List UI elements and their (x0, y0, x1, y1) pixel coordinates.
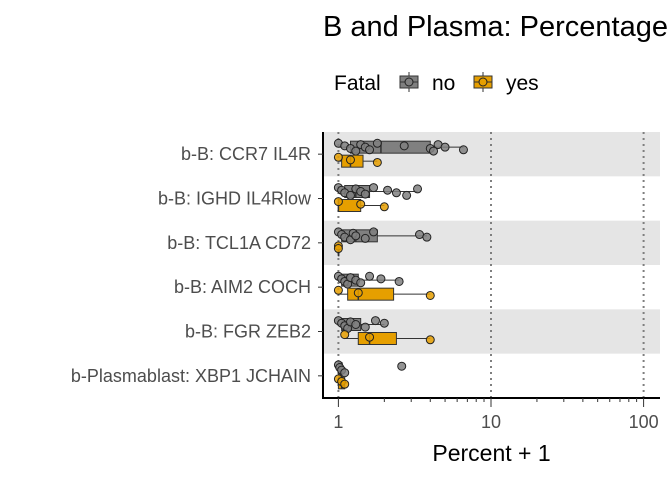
point-no (365, 145, 375, 155)
point-no (370, 316, 380, 326)
legend-label-yes: yes (506, 72, 539, 95)
point-no (458, 145, 468, 155)
point-no (402, 190, 412, 200)
point-yes (379, 202, 389, 212)
point-no (351, 231, 361, 241)
category-label: b-B: AIM2 COCH (174, 277, 311, 297)
point-no (372, 138, 382, 148)
point-yes (353, 288, 363, 298)
point-no (365, 271, 375, 281)
legend-label-no: no (432, 72, 455, 95)
point-no (369, 227, 379, 237)
x-tick-label: 100 (629, 412, 659, 432)
point-no (376, 274, 386, 284)
point-no (369, 183, 379, 193)
point-no (360, 189, 370, 199)
point-no (440, 142, 450, 152)
point-no (379, 318, 389, 328)
point-yes (340, 330, 350, 340)
category-label: b-B: CCR7 IL4R (181, 144, 311, 164)
point-no (413, 184, 423, 194)
category-label: b-B: FGR ZEB2 (185, 322, 311, 342)
point-no (429, 146, 439, 156)
point-no (391, 188, 401, 198)
category-label: b-B: TCL1A CD72 (167, 233, 311, 253)
point-no (351, 320, 361, 329)
point-yes (333, 285, 343, 295)
point-no (394, 276, 404, 286)
point-yes (333, 152, 343, 162)
point-no (360, 233, 370, 243)
point-no (397, 361, 407, 371)
category-label: b-B: IGHD IL4Rlow (158, 189, 312, 209)
point-yes (425, 290, 435, 300)
point-yes (372, 157, 382, 167)
chart-title: B and Plasma: Percentage (323, 11, 668, 43)
legend-title: Fatal (334, 72, 381, 95)
point-no (360, 322, 370, 332)
point-yes (365, 332, 375, 342)
point-yes (345, 155, 355, 165)
x-tick-label: 10 (481, 412, 501, 432)
point-yes (333, 197, 343, 207)
point-no (356, 278, 366, 288)
legend-key-point-no (404, 77, 414, 87)
x-axis-title: Percent + 1 (432, 440, 550, 466)
category-label: b-Plasmablast: XBP1 JCHAIN (71, 366, 311, 386)
box-yes (357, 332, 397, 345)
point-no (422, 232, 432, 242)
point-yes (340, 379, 350, 389)
point-yes (425, 335, 435, 345)
point-no (383, 185, 393, 195)
point-yes (333, 244, 343, 254)
point-no (415, 230, 425, 240)
x-tick-label: 1 (333, 412, 343, 432)
legend-key-point-yes (478, 77, 488, 87)
point-no (340, 368, 350, 378)
point-yes (356, 199, 366, 209)
point-no (399, 141, 409, 151)
